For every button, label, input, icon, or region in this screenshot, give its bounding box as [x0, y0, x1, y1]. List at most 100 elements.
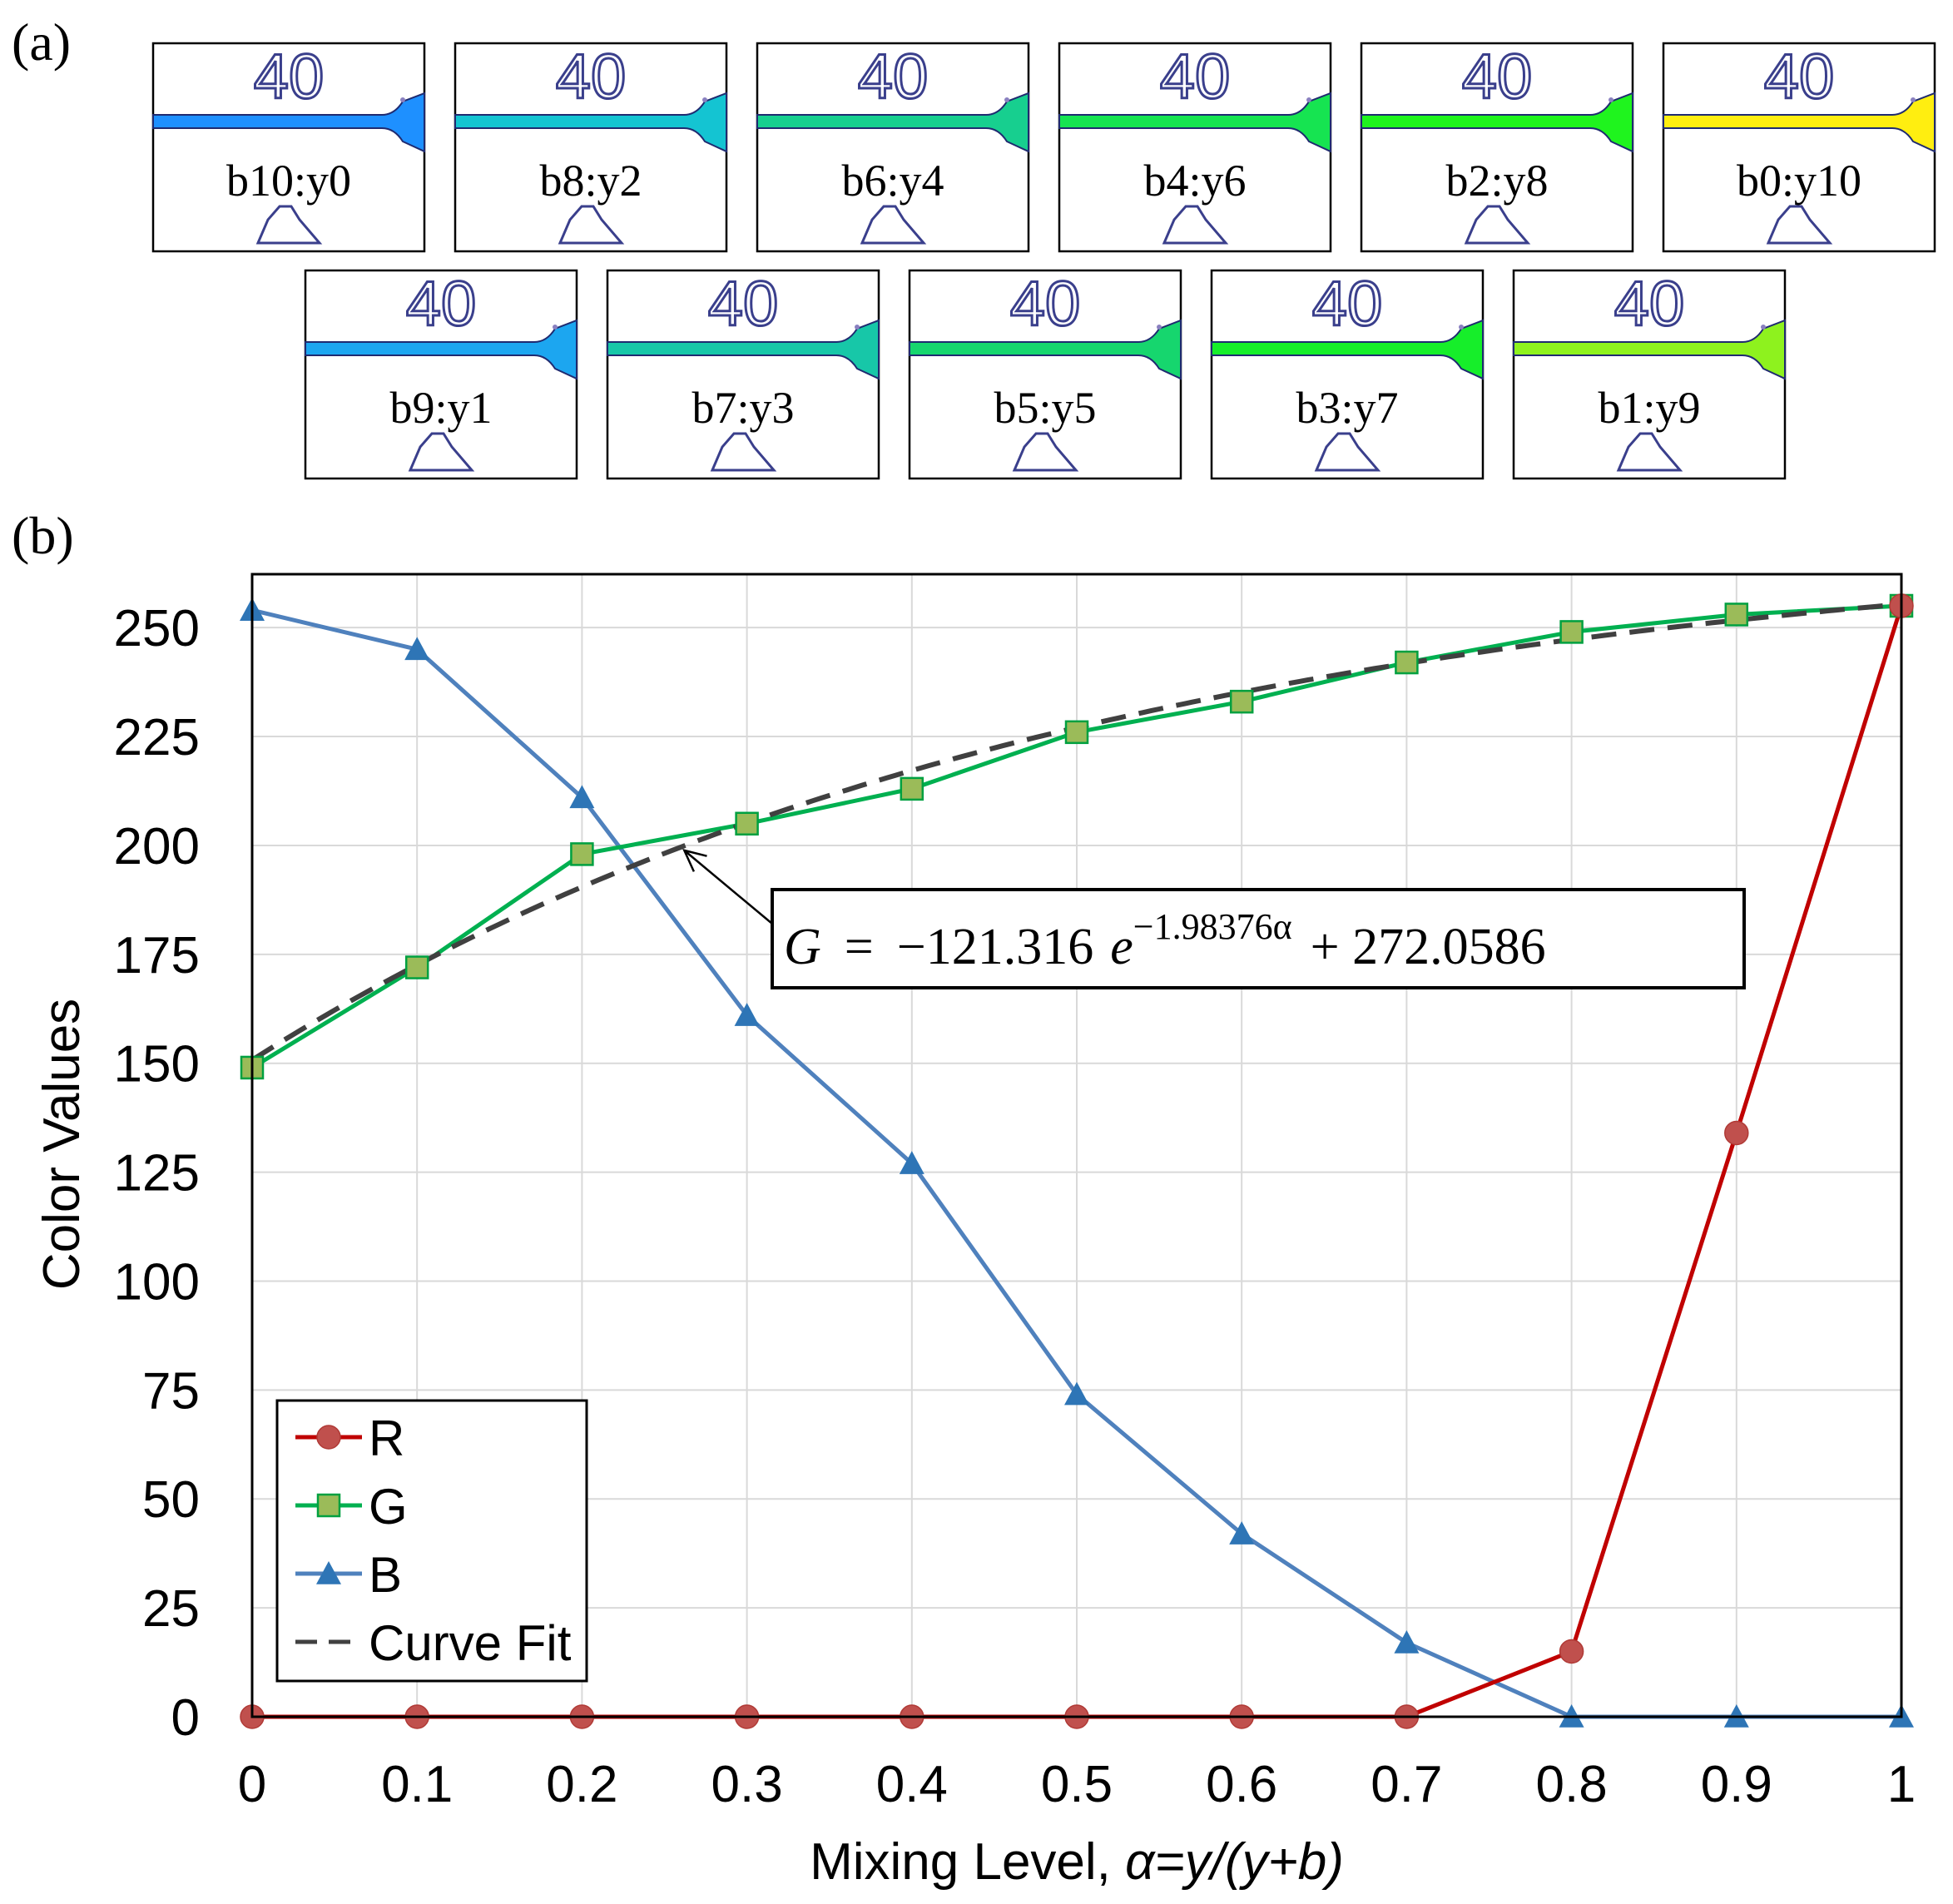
- thumbnail-triangle-icon: [1012, 432, 1079, 472]
- legend-items: RGB Curve Fit: [295, 1411, 572, 1671]
- thumbnail-triangle-icon: [710, 432, 777, 472]
- thumbnail-frame: [1210, 269, 1485, 480]
- thumbnail-frame: [756, 42, 1030, 253]
- thumbnail-dot: [1761, 325, 1766, 330]
- thumbnail-dot: [855, 325, 860, 330]
- legend-item: R: [295, 1411, 404, 1466]
- data-point-B: [734, 1003, 760, 1026]
- y-tick-label: 175: [114, 927, 200, 984]
- panel-a-label: (a): [12, 12, 71, 72]
- legend-item: Curve Fit: [295, 1615, 572, 1671]
- thumbnail-dot: [553, 325, 558, 330]
- thumbnail-badge-text: 40: [556, 42, 627, 112]
- data-point-G: [1229, 689, 1254, 714]
- eq-rest: + 272.0586: [1311, 919, 1546, 975]
- thumbnail-frame: [908, 269, 1182, 480]
- y-tick-label: 75: [142, 1362, 200, 1420]
- data-point-G: [1559, 620, 1584, 644]
- thumbnail-label: b3:y7: [1296, 383, 1398, 433]
- eq-equals: =: [845, 919, 874, 975]
- eq-lhs: G: [784, 919, 821, 975]
- panel-a-thumbnails: 40 b10:y0 40 b8:y2 40 b6:y4 40 b4:y6 40 b2:y8 40 b0…: [151, 41, 1936, 480]
- channel-shape: [305, 319, 577, 380]
- data-point-B: [1394, 1630, 1420, 1654]
- x-tick-label: 0.8: [1535, 1756, 1607, 1813]
- annotation-equation: G = −121.316 e−1.98376α + 272.0586: [784, 906, 1546, 975]
- thumbnail: 40 b3:y7: [1210, 268, 1485, 480]
- thumbnail-badge-text: 40: [1462, 42, 1533, 112]
- y-tick-label: 225: [114, 709, 200, 766]
- thumbnail-badge-text: 40: [708, 269, 779, 340]
- x-axis-label: Mixing Level, α=y/(y+b): [810, 1833, 1344, 1891]
- data-point-R: [1724, 1120, 1749, 1146]
- thumbnail: 40 b10:y0: [151, 41, 426, 253]
- legend-marker: [316, 1425, 341, 1450]
- thumbnail-frame: [1360, 42, 1634, 253]
- legend-label: G: [369, 1479, 408, 1535]
- thumbnail: 40 b9:y1: [304, 268, 578, 480]
- x-tick-label: 0.7: [1371, 1756, 1442, 1813]
- eq-base: e: [1110, 919, 1133, 975]
- thumbnail-badge-text: 40: [858, 42, 929, 112]
- x-tick-label: 0.4: [876, 1756, 948, 1813]
- legend-marker: [316, 1493, 341, 1518]
- fit-equation-annotation: G = −121.316 e−1.98376α + 272.0586: [682, 849, 1746, 989]
- thumbnail-frame: [304, 269, 578, 480]
- thumbnail-label: b5:y5: [994, 383, 1096, 433]
- x-tick-label: 0.1: [381, 1756, 453, 1813]
- thumbnail: 40 b7:y3: [606, 268, 880, 480]
- thumbnail-label: b0:y10: [1737, 156, 1861, 206]
- thumbnail-badge-text: 40: [1764, 42, 1835, 112]
- annotation-box: [771, 888, 1746, 989]
- thumbnail-label: b8:y2: [539, 156, 642, 206]
- x-tick-label: 1: [1887, 1756, 1916, 1813]
- eq-coef: −121.316: [897, 919, 1093, 975]
- legend-label: R: [369, 1411, 404, 1466]
- data-point-R: [1559, 1639, 1584, 1664]
- thumbnail-badge-text: 40: [1010, 269, 1081, 340]
- data-point-B: [1064, 1381, 1089, 1406]
- legend-item: B: [295, 1547, 402, 1603]
- y-tick-label: 200: [114, 818, 200, 875]
- data-point-G: [1395, 650, 1419, 675]
- thumbnail-triangle-icon: [408, 432, 475, 472]
- channel-shape: [152, 92, 425, 153]
- thumbnail-badge-text: 40: [1312, 269, 1383, 340]
- thumbnail-label: b7:y3: [691, 383, 794, 433]
- channel-shape: [1361, 92, 1633, 153]
- thumbnail-dot: [702, 97, 707, 102]
- thumbnail-label: b1:y9: [1598, 383, 1700, 433]
- legend-label: Curve Fit: [369, 1615, 572, 1671]
- thumbnail-badge-text: 40: [254, 42, 325, 112]
- thumbnail-dot: [1306, 97, 1311, 102]
- x-tick-label: 0.2: [546, 1756, 617, 1813]
- x-axis-label-math: α=y/(y+b): [1125, 1833, 1344, 1891]
- annotation-arrowhead: [682, 849, 707, 872]
- thumbnail-triangle-icon: [1616, 432, 1683, 472]
- legend: RGB Curve Fit: [275, 1399, 588, 1683]
- channel-shape: [1513, 319, 1786, 380]
- y-tick-label: 50: [142, 1471, 200, 1529]
- thumbnail-badge-text: 40: [1614, 269, 1685, 340]
- legend-label: B: [369, 1547, 402, 1603]
- thumbnail: 40 b1:y9: [1512, 268, 1787, 480]
- thumbnail-triangle-icon: [860, 205, 927, 245]
- x-tick-label: 0.6: [1206, 1756, 1277, 1813]
- thumbnail: 40 b0:y10: [1662, 41, 1936, 253]
- thumbnail-label: b9:y1: [389, 383, 492, 433]
- thumbnail-dot: [1608, 97, 1613, 102]
- thumbnail-label: b10:y0: [226, 156, 351, 206]
- channel-shape: [909, 319, 1182, 380]
- eq-exponent: −1.98376α: [1133, 906, 1292, 947]
- thumbnail-triangle-icon: [558, 205, 625, 245]
- thumbnail-label: b2:y8: [1445, 156, 1548, 206]
- thumbnail-dot: [1157, 325, 1162, 330]
- thumbnail-dot: [400, 97, 405, 102]
- data-point-G: [1724, 602, 1749, 627]
- data-point-B: [404, 637, 430, 661]
- y-tick-label: 0: [171, 1689, 200, 1747]
- thumbnail: 40 b6:y4: [756, 41, 1030, 253]
- channel-shape: [1058, 92, 1331, 153]
- thumbnail-dot: [1004, 97, 1009, 102]
